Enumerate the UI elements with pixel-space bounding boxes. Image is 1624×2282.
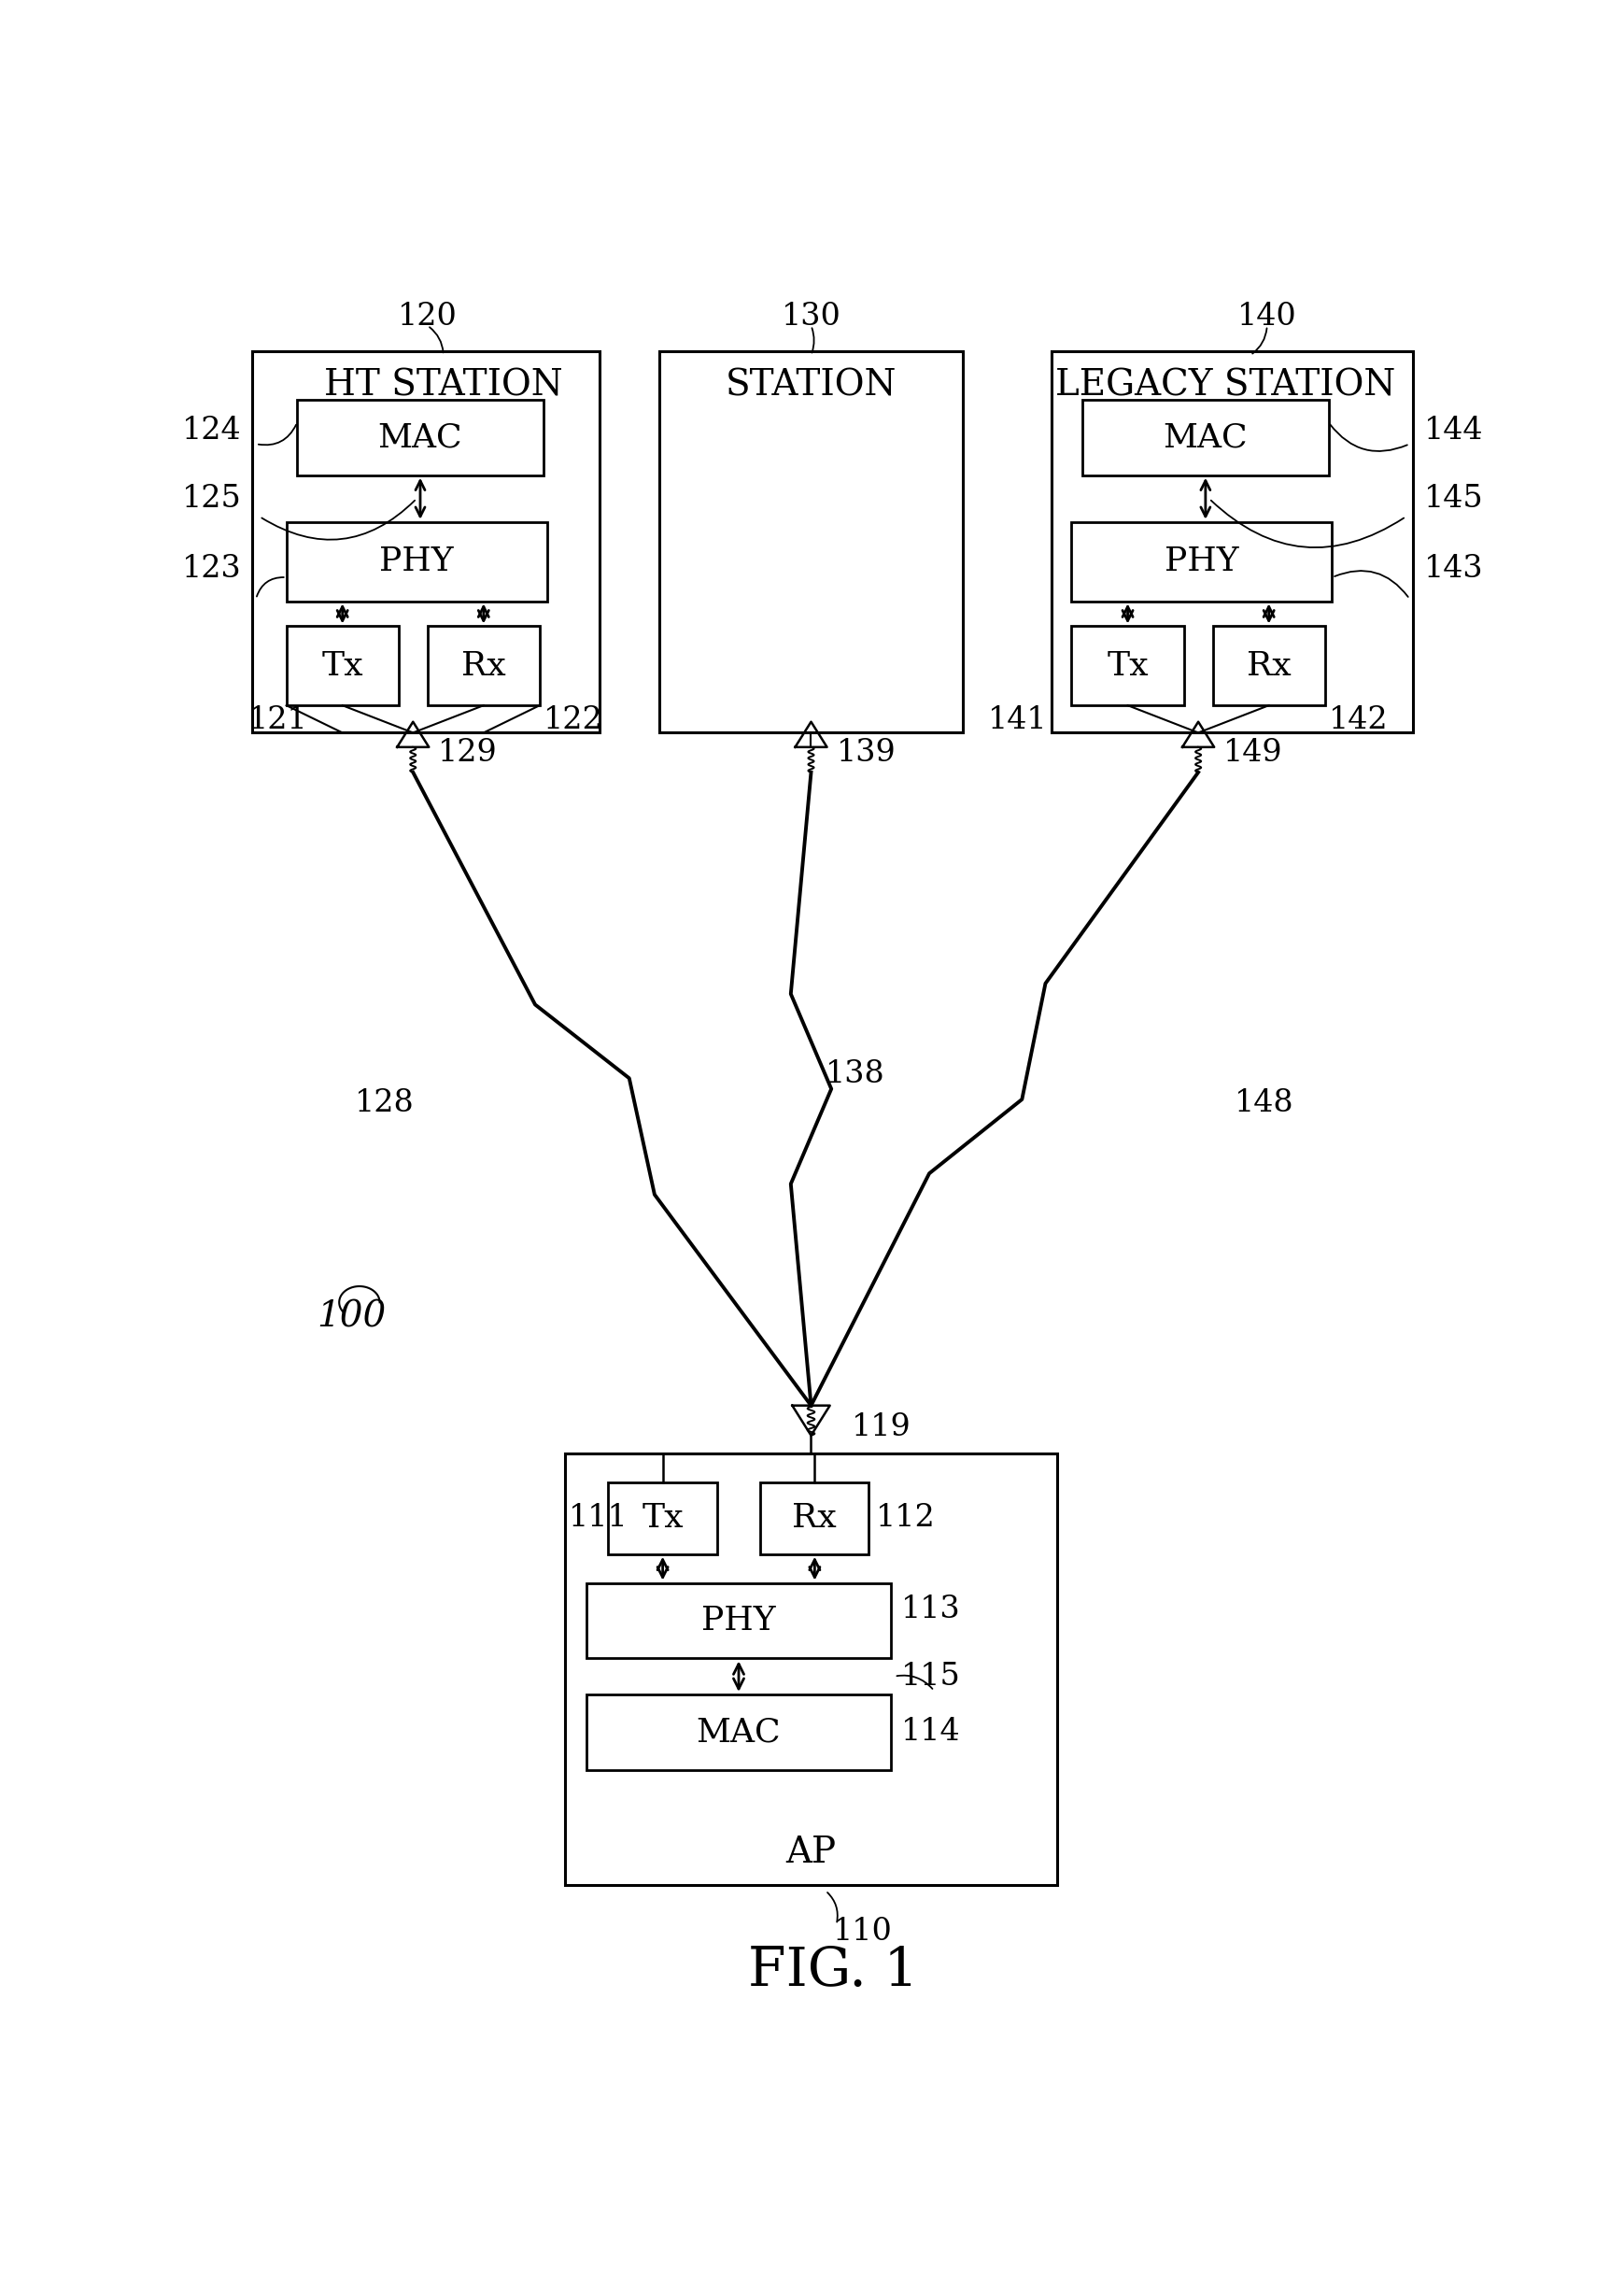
- Bar: [1082, 399, 1328, 475]
- Text: 115: 115: [901, 1661, 961, 1691]
- Bar: [252, 351, 599, 733]
- Bar: [427, 625, 539, 705]
- Text: Rx: Rx: [793, 1502, 836, 1534]
- Text: PHY: PHY: [1164, 545, 1239, 577]
- Text: 140: 140: [1236, 301, 1296, 331]
- Text: 112: 112: [875, 1504, 935, 1534]
- Text: Tx: Tx: [641, 1502, 684, 1534]
- Bar: [1070, 523, 1332, 600]
- Bar: [586, 1693, 890, 1771]
- Text: MAC: MAC: [1163, 422, 1247, 454]
- Bar: [565, 1454, 1057, 1885]
- Bar: [760, 1483, 869, 1554]
- Text: MAC: MAC: [697, 1716, 781, 1748]
- Text: 113: 113: [901, 1595, 960, 1625]
- Bar: [659, 351, 963, 733]
- Text: 128: 128: [356, 1089, 414, 1118]
- Text: 129: 129: [438, 737, 497, 767]
- Text: 149: 149: [1223, 737, 1283, 767]
- Text: 142: 142: [1328, 705, 1387, 735]
- Text: 130: 130: [781, 301, 840, 331]
- Bar: [1070, 625, 1184, 705]
- Text: STATION: STATION: [724, 370, 896, 404]
- Bar: [1212, 625, 1324, 705]
- Text: 138: 138: [825, 1059, 885, 1089]
- Text: 148: 148: [1234, 1089, 1293, 1118]
- Text: Rx: Rx: [461, 650, 505, 682]
- Text: 124: 124: [182, 415, 242, 445]
- Bar: [586, 1584, 890, 1659]
- Text: AP: AP: [786, 1835, 836, 1869]
- Text: HT STATION: HT STATION: [323, 370, 562, 404]
- Bar: [1051, 351, 1413, 733]
- Text: 145: 145: [1423, 484, 1483, 513]
- Text: Tx: Tx: [1106, 650, 1148, 682]
- Text: MAC: MAC: [378, 422, 463, 454]
- Bar: [286, 625, 398, 705]
- Text: 123: 123: [182, 555, 242, 584]
- Text: PHY: PHY: [380, 545, 453, 577]
- Text: 100: 100: [317, 1298, 387, 1335]
- Text: PHY: PHY: [702, 1604, 775, 1636]
- Text: 121: 121: [248, 705, 309, 735]
- Text: FIG. 1: FIG. 1: [747, 1944, 918, 1997]
- Text: 111: 111: [568, 1504, 628, 1534]
- Text: Tx: Tx: [322, 650, 364, 682]
- Text: 141: 141: [987, 705, 1047, 735]
- Bar: [286, 523, 547, 600]
- Text: Rx: Rx: [1246, 650, 1291, 682]
- Text: 110: 110: [833, 1917, 892, 1947]
- Text: 114: 114: [901, 1716, 960, 1748]
- Text: 122: 122: [542, 705, 603, 735]
- Text: LEGACY STATION: LEGACY STATION: [1054, 370, 1395, 404]
- Text: 119: 119: [851, 1413, 911, 1442]
- Text: 120: 120: [398, 301, 456, 331]
- Text: 143: 143: [1423, 555, 1483, 584]
- Text: 139: 139: [836, 737, 895, 767]
- Text: 125: 125: [182, 484, 242, 513]
- Text: 144: 144: [1423, 415, 1483, 445]
- Bar: [607, 1483, 716, 1554]
- Bar: [297, 399, 542, 475]
